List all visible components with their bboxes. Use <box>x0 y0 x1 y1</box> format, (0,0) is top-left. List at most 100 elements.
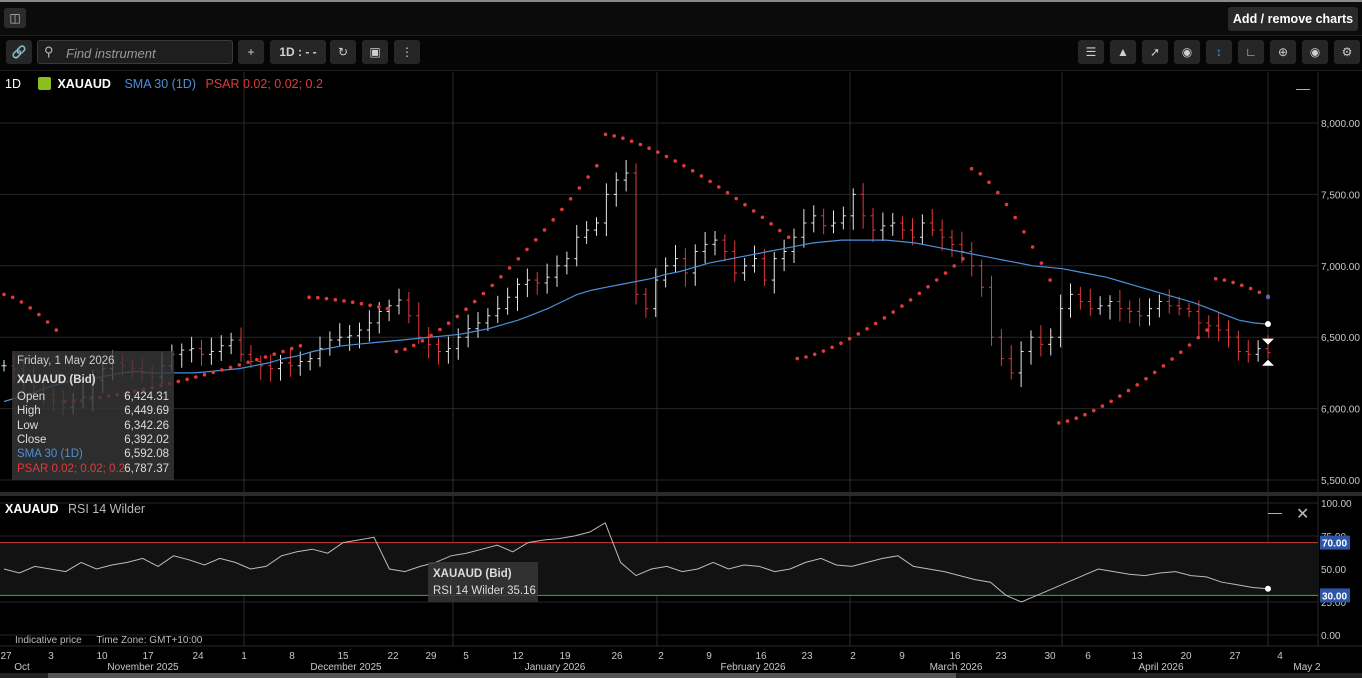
psar-dot <box>438 327 442 332</box>
psar-dot <box>1083 412 1087 417</box>
psar-dot <box>708 179 712 184</box>
refresh-icon[interactable]: ↻ <box>330 40 356 64</box>
psar-dot <box>1257 290 1262 295</box>
ohlc-tooltip: Friday, 1 May 2026 XAUAUD (Bid) Open 6,42… <box>12 351 174 480</box>
link-icon[interactable]: 🔗 <box>6 40 32 64</box>
candle <box>643 287 649 318</box>
psar-dot <box>1240 283 1244 288</box>
low-marker-icon <box>1262 359 1274 366</box>
psar-dot <box>865 327 869 331</box>
rsi-legend: XAUAUD RSI 14 Wilder <box>5 502 145 516</box>
search-box[interactable]: ⚲ <box>37 40 233 64</box>
psar-dot <box>507 266 512 270</box>
psar-dot <box>1057 421 1061 425</box>
day-tick-label: 2 <box>658 651 664 662</box>
high-marker-icon <box>1262 338 1274 345</box>
crosshair-icon[interactable]: ↕ <box>1206 40 1232 64</box>
psar-dot <box>1100 404 1105 408</box>
rsi-tooltip-value: RSI 14 Wilder 35.16 <box>433 585 536 597</box>
psar-dot <box>1152 370 1157 375</box>
day-tick-label: 27 <box>0 651 12 662</box>
psar-dot <box>37 312 41 317</box>
camera-icon[interactable]: ◉ <box>1302 40 1328 64</box>
candle <box>594 217 599 236</box>
candle <box>969 242 975 277</box>
psar-dot <box>394 349 399 354</box>
psar-dot <box>1213 276 1218 281</box>
more-icon[interactable]: ⋮ <box>394 40 420 64</box>
month-label: May 2 <box>1293 662 1321 672</box>
legend-sma[interactable]: SMA 30 (1D) <box>124 77 196 91</box>
candle <box>445 336 451 364</box>
psar-dot <box>682 164 686 168</box>
candle <box>692 244 698 286</box>
candle <box>416 302 422 344</box>
psar-dot <box>917 291 922 296</box>
candles <box>1 159 1271 416</box>
legend-instrument[interactable]: XAUAUD <box>57 77 111 91</box>
settings-icon[interactable]: ⚙ <box>1334 40 1360 64</box>
candle <box>1255 340 1261 362</box>
candle <box>485 308 491 332</box>
candle <box>781 239 787 272</box>
last-value-markers <box>1262 295 1274 592</box>
rsi-indicator-name[interactable]: RSI 14 Wilder <box>67 502 146 516</box>
rsi-tooltip: XAUAUD (Bid) RSI 14 Wilder 35.16 <box>428 562 538 602</box>
psar-dot <box>385 306 390 311</box>
psar-dot <box>1187 343 1192 347</box>
candle <box>347 325 353 351</box>
close-icon[interactable]: ✕ <box>1296 506 1310 523</box>
collapse-icon[interactable]: — <box>1296 80 1310 96</box>
psar-dot <box>934 278 939 282</box>
price-tick-label: 6,500.00 <box>1321 333 1360 344</box>
psar-dot <box>1004 202 1009 207</box>
rsi-line <box>3 522 1269 603</box>
candle <box>989 275 994 346</box>
day-tick-label: 30 <box>1044 651 1056 662</box>
psar-dot <box>603 132 608 137</box>
visibility-icon[interactable]: ◉ <box>1174 40 1200 64</box>
candle <box>1216 312 1222 342</box>
day-tick-label: 20 <box>1180 651 1192 662</box>
psar-dot <box>1135 383 1139 387</box>
psar-dot <box>856 332 861 336</box>
minimize-icon[interactable]: — <box>1268 504 1282 520</box>
psar-dot <box>969 166 974 171</box>
chart-type-icon[interactable]: ▣ <box>362 40 388 64</box>
find-instrument-input[interactable] <box>64 43 228 63</box>
add-button[interactable]: + <box>238 40 264 64</box>
tooltip-row: High 6,449.69 <box>17 405 169 417</box>
psar-dot <box>281 349 285 354</box>
indicators-icon[interactable]: ☰ <box>1078 40 1104 64</box>
interval-button[interactable]: 1D : - - <box>270 40 326 64</box>
scrollbar-thumb[interactable] <box>48 673 956 678</box>
line-tool-icon[interactable]: ➚ <box>1142 40 1168 64</box>
indicative-label: Indicative price <box>15 635 82 646</box>
candle <box>752 245 757 273</box>
psar-dot <box>778 228 782 233</box>
psar-dot <box>786 235 791 239</box>
day-tick-label: 16 <box>755 651 767 662</box>
legend-psar[interactable]: PSAR 0.02; 0.02; 0.2 <box>205 77 323 91</box>
candle <box>287 349 293 377</box>
zoom-icon[interactable]: ⊕ <box>1270 40 1296 64</box>
rsi-band-fill <box>0 542 1318 596</box>
psar-dot <box>1022 230 1026 234</box>
curve-icon[interactable]: ∟ <box>1238 40 1264 64</box>
day-tick-label: 29 <box>425 651 437 662</box>
candle <box>406 291 412 324</box>
candle <box>1117 289 1123 322</box>
chart-icon[interactable]: ◫ <box>4 8 26 28</box>
horizontal-scrollbar[interactable] <box>0 673 1362 678</box>
price-chart[interactable]: 8,000.00 7,500.00 7,000.00 6,500.00 6,000.00… <box>0 72 1362 672</box>
drawing-icon[interactable]: ▲ <box>1110 40 1136 64</box>
add-remove-charts-button[interactable]: Add / remove charts <box>1228 7 1358 31</box>
day-tick-label: 13 <box>1131 651 1143 662</box>
legend-interval: 1D <box>5 77 21 91</box>
psar-dot <box>481 291 486 296</box>
psar-dot <box>664 154 669 159</box>
day-tick-label: 9 <box>899 651 905 662</box>
psar-dot <box>220 368 224 372</box>
candle <box>475 312 481 338</box>
